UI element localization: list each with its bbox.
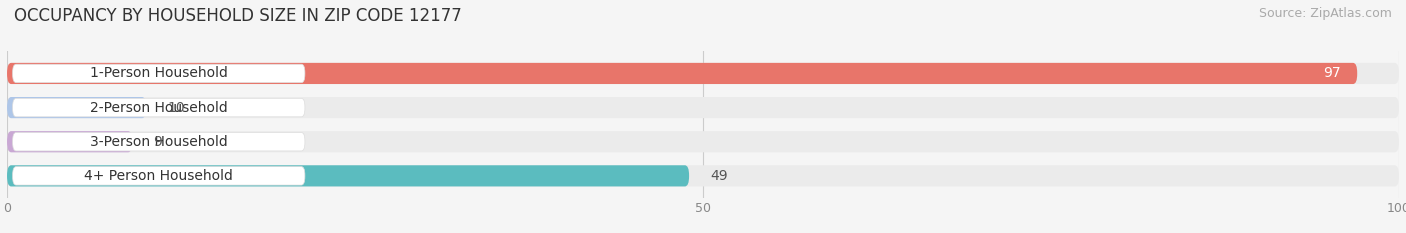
FancyBboxPatch shape xyxy=(7,63,1399,84)
FancyBboxPatch shape xyxy=(7,97,146,118)
Text: 10: 10 xyxy=(167,101,184,115)
FancyBboxPatch shape xyxy=(13,167,305,185)
FancyBboxPatch shape xyxy=(7,165,1399,186)
FancyBboxPatch shape xyxy=(13,98,305,117)
Text: OCCUPANCY BY HOUSEHOLD SIZE IN ZIP CODE 12177: OCCUPANCY BY HOUSEHOLD SIZE IN ZIP CODE … xyxy=(14,7,461,25)
FancyBboxPatch shape xyxy=(7,97,1399,118)
Text: 49: 49 xyxy=(710,169,727,183)
Text: 2-Person Household: 2-Person Household xyxy=(90,101,228,115)
Text: 97: 97 xyxy=(1323,66,1340,80)
Text: Source: ZipAtlas.com: Source: ZipAtlas.com xyxy=(1258,7,1392,20)
Text: 1-Person Household: 1-Person Household xyxy=(90,66,228,80)
FancyBboxPatch shape xyxy=(7,165,689,186)
Text: 9: 9 xyxy=(153,135,162,149)
FancyBboxPatch shape xyxy=(7,131,132,152)
Text: 3-Person Household: 3-Person Household xyxy=(90,135,228,149)
FancyBboxPatch shape xyxy=(7,63,1357,84)
FancyBboxPatch shape xyxy=(13,133,305,151)
FancyBboxPatch shape xyxy=(13,64,305,83)
Text: 4+ Person Household: 4+ Person Household xyxy=(84,169,233,183)
FancyBboxPatch shape xyxy=(7,131,1399,152)
